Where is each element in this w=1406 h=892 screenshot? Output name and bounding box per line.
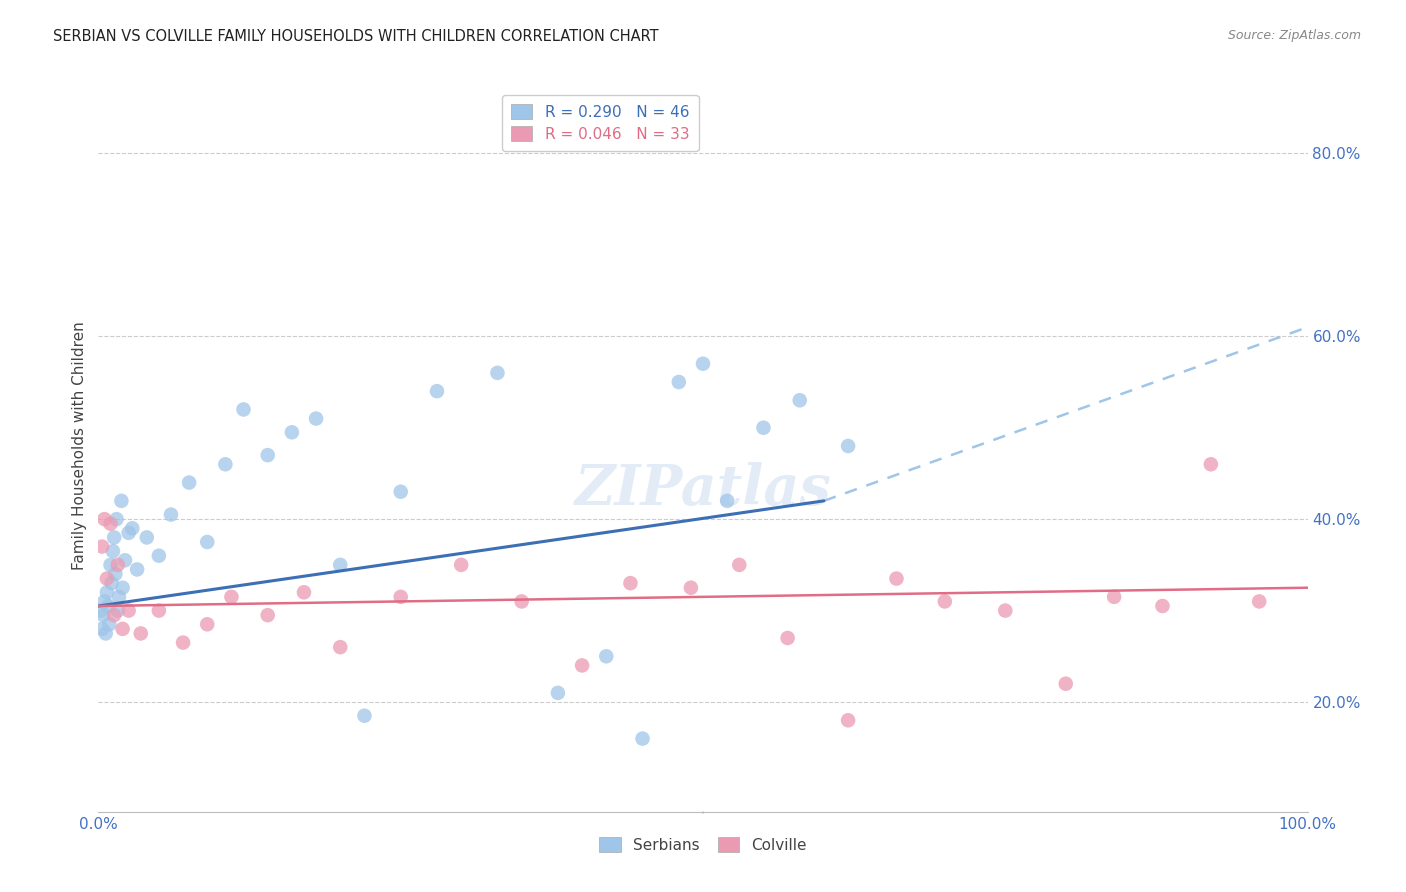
Point bbox=[1152, 599, 1174, 613]
Point bbox=[486, 366, 509, 380]
Point bbox=[256, 608, 278, 623]
Point bbox=[389, 590, 412, 604]
Point bbox=[281, 425, 304, 440]
Point bbox=[110, 494, 132, 508]
Point bbox=[789, 393, 811, 408]
Point bbox=[619, 576, 641, 591]
Point bbox=[595, 649, 617, 664]
Point bbox=[1054, 676, 1077, 690]
Point bbox=[103, 608, 125, 623]
Point bbox=[886, 572, 908, 586]
Point bbox=[221, 590, 243, 604]
Point bbox=[510, 594, 533, 608]
Point bbox=[195, 617, 218, 632]
Point bbox=[679, 581, 702, 595]
Point bbox=[98, 617, 121, 632]
Point bbox=[107, 558, 129, 572]
Point bbox=[934, 594, 956, 608]
Point bbox=[90, 603, 112, 617]
Point bbox=[1249, 594, 1271, 608]
Point bbox=[179, 475, 201, 490]
Point bbox=[668, 375, 690, 389]
Point bbox=[107, 603, 129, 617]
Point bbox=[752, 421, 775, 435]
Point bbox=[127, 562, 149, 576]
Point bbox=[256, 448, 278, 462]
Point bbox=[571, 658, 593, 673]
Point bbox=[118, 603, 141, 617]
Point bbox=[329, 640, 352, 655]
Point bbox=[426, 384, 449, 398]
Point bbox=[160, 508, 183, 522]
Point bbox=[91, 608, 114, 623]
Point bbox=[108, 590, 131, 604]
Point bbox=[776, 631, 799, 645]
Point bbox=[716, 494, 738, 508]
Point bbox=[103, 530, 125, 544]
Point bbox=[292, 585, 315, 599]
Point bbox=[1199, 457, 1222, 471]
Point bbox=[94, 626, 117, 640]
Point bbox=[91, 622, 114, 636]
Point bbox=[121, 521, 143, 535]
Legend: Serbians, Colville: Serbians, Colville bbox=[593, 831, 813, 859]
Point bbox=[214, 457, 236, 471]
Point bbox=[232, 402, 254, 417]
Point bbox=[101, 544, 124, 558]
Point bbox=[93, 512, 115, 526]
Point bbox=[728, 558, 751, 572]
Point bbox=[96, 572, 118, 586]
Point bbox=[631, 731, 654, 746]
Y-axis label: Family Households with Children: Family Households with Children bbox=[72, 322, 87, 570]
Point bbox=[135, 530, 157, 544]
Point bbox=[1102, 590, 1125, 604]
Point bbox=[389, 484, 412, 499]
Point bbox=[100, 576, 122, 591]
Point bbox=[111, 622, 134, 636]
Point bbox=[114, 553, 136, 567]
Point bbox=[450, 558, 472, 572]
Point bbox=[100, 516, 122, 531]
Point bbox=[994, 603, 1017, 617]
Point bbox=[195, 535, 218, 549]
Point bbox=[104, 567, 127, 582]
Point bbox=[96, 585, 118, 599]
Point bbox=[97, 599, 120, 613]
Point bbox=[148, 603, 170, 617]
Point bbox=[100, 558, 122, 572]
Point bbox=[837, 714, 859, 728]
Point bbox=[547, 686, 569, 700]
Text: Source: ZipAtlas.com: Source: ZipAtlas.com bbox=[1227, 29, 1361, 42]
Point bbox=[148, 549, 170, 563]
Text: SERBIAN VS COLVILLE FAMILY HOUSEHOLDS WITH CHILDREN CORRELATION CHART: SERBIAN VS COLVILLE FAMILY HOUSEHOLDS WI… bbox=[53, 29, 659, 44]
Point bbox=[91, 540, 114, 554]
Point bbox=[118, 525, 141, 540]
Point bbox=[329, 558, 352, 572]
Point bbox=[93, 594, 115, 608]
Text: ZIPatlas: ZIPatlas bbox=[575, 462, 831, 517]
Point bbox=[105, 512, 128, 526]
Point bbox=[172, 635, 194, 649]
Point bbox=[837, 439, 859, 453]
Point bbox=[692, 357, 714, 371]
Point bbox=[353, 708, 375, 723]
Point bbox=[111, 581, 134, 595]
Point bbox=[305, 411, 328, 425]
Point bbox=[129, 626, 152, 640]
